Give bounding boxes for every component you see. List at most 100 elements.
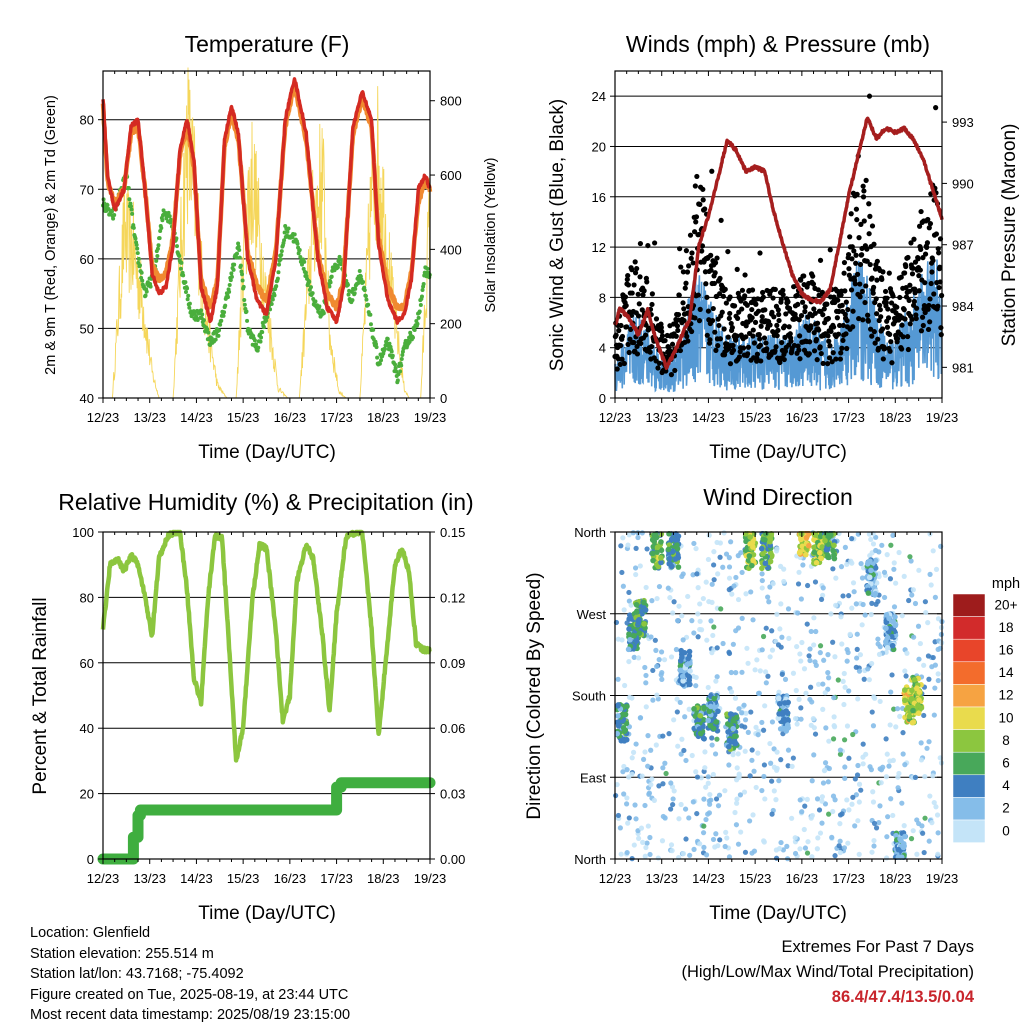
- wind-direction-point: [733, 670, 739, 676]
- gust-point: [686, 263, 692, 269]
- gust-point: [909, 271, 916, 277]
- wind-direction-cluster-point: [830, 547, 836, 554]
- wind-direction-point: [713, 678, 719, 684]
- gust-point: [924, 244, 930, 251]
- dewpoint-point: [206, 330, 211, 335]
- gust-point: [817, 257, 824, 263]
- winds-xtick-label: 16/23: [786, 410, 819, 425]
- wind-direction-cluster-point: [626, 631, 632, 637]
- dewpoint-point: [136, 256, 141, 261]
- wind-direction-point: [695, 611, 701, 617]
- wind-direction-point: [714, 645, 720, 651]
- dewpoint-point: [412, 327, 417, 332]
- legend-label: 0: [1002, 823, 1010, 838]
- wind-direction-point: [668, 780, 674, 786]
- wind-direction-cluster-point: [672, 556, 679, 562]
- gust-point: [817, 344, 823, 350]
- temperature-ylabel: 2m & 9m T (Red, Orange) & 2m Td (Green): [43, 95, 59, 375]
- gust-point: [857, 281, 863, 287]
- gust-point: [905, 254, 911, 261]
- gust-point: [919, 314, 926, 320]
- winds-ytick-label: 8: [599, 290, 606, 305]
- wind-direction-point: [934, 812, 941, 818]
- gust-point: [684, 269, 691, 275]
- gust-point: [858, 221, 864, 227]
- wind-direction-point: [766, 599, 772, 605]
- gust-point: [778, 296, 784, 302]
- wind-direction-point: [850, 580, 857, 586]
- wind-direction-point: [857, 652, 864, 658]
- wind-direction-point: [732, 809, 738, 816]
- gust-point: [860, 194, 867, 200]
- gust-point: [659, 333, 666, 339]
- temperature-frame: [102, 70, 431, 399]
- wind-direction-point: [917, 640, 923, 647]
- gust-point: [810, 273, 816, 279]
- dewpoint-point: [179, 260, 184, 265]
- legend-title: mph: [992, 576, 1020, 592]
- gust-point: [808, 323, 814, 329]
- gust-point: [786, 324, 792, 330]
- wind-direction-point: [649, 776, 655, 782]
- wind-direction-point: [825, 652, 831, 658]
- wind-direction-point: [742, 717, 749, 723]
- gust-point: [649, 291, 655, 297]
- gust-point: [771, 314, 777, 320]
- gust-point: [727, 294, 733, 300]
- gust-point: [938, 332, 944, 338]
- wind-direction-point: [842, 544, 848, 550]
- wind-direction-cluster-point: [825, 554, 831, 560]
- wind-direction-point: [796, 569, 802, 575]
- gust-point: [798, 277, 804, 283]
- wind-direction-point: [849, 536, 855, 542]
- wind-direction-point: [902, 762, 908, 768]
- wind-direction-point: [648, 782, 654, 788]
- gust-point: [888, 300, 895, 306]
- wind-direction-point: [868, 611, 874, 618]
- wind-direction-point: [671, 599, 677, 605]
- wind-direction-cluster-point: [747, 534, 753, 540]
- wind-direction-point: [816, 807, 823, 813]
- dewpoint-point: [131, 225, 136, 230]
- wind-direction-point: [705, 774, 711, 780]
- wind-direction-cluster-point: [675, 533, 682, 539]
- wind-direction-point: [930, 773, 936, 779]
- gust-point: [672, 367, 678, 374]
- wind-direction-point: [693, 683, 699, 689]
- wind-direction-point: [808, 628, 814, 635]
- gust-point: [844, 317, 850, 324]
- wind-direction-point: [929, 820, 935, 826]
- gust-point: [780, 287, 786, 293]
- dewpoint-point: [329, 274, 334, 279]
- temperature-ytick-label: 40: [80, 391, 94, 406]
- dewpoint-point: [279, 249, 284, 254]
- wind-direction-point: [826, 738, 832, 744]
- gust-point: [854, 191, 860, 197]
- dewpoint-point: [350, 298, 355, 303]
- gust-point: [684, 333, 690, 339]
- wind-direction-point: [640, 756, 647, 763]
- wind-direction-point: [779, 634, 785, 640]
- wind-direction-cluster-point: [677, 667, 684, 674]
- wind-direction-point: [815, 681, 822, 687]
- wind-direction-point: [666, 731, 672, 737]
- wind-direction-point: [760, 633, 767, 640]
- wind-direction-point: [904, 650, 910, 656]
- wind-direction-point: [820, 585, 826, 591]
- wind-direction-cluster-point: [726, 737, 733, 744]
- wind-direction-point: [685, 593, 691, 600]
- winds-grid: [615, 95, 942, 349]
- wind-direction-point: [820, 681, 826, 687]
- wind-direction-point: [891, 706, 897, 712]
- legend-label: 2: [1002, 801, 1010, 816]
- dewpoint-point: [366, 302, 371, 307]
- gust-point: [916, 273, 922, 279]
- dewpoint-point: [371, 327, 376, 332]
- wind-direction-cluster-point: [686, 677, 693, 684]
- humidity-y2tick-label: 0.09: [440, 656, 465, 671]
- dewpoint-point: [282, 238, 287, 243]
- gust-point: [933, 231, 939, 237]
- dewpoint-point: [137, 263, 142, 268]
- winds-xlabel: Time (Day/UTC): [709, 442, 847, 463]
- wind-direction-point: [837, 849, 843, 856]
